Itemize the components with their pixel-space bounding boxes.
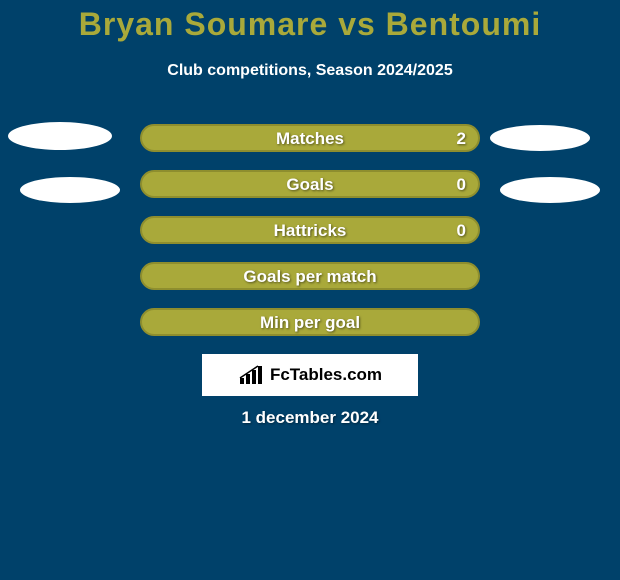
chart-date: 1 december 2024 (0, 408, 620, 428)
logo-text: FcTables.com (270, 365, 382, 385)
stat-label: Min per goal (142, 313, 478, 333)
decor-ellipse-left-1 (8, 122, 112, 150)
stat-bar-hattricks: Hattricks 0 (140, 216, 480, 244)
logo-badge: FcTables.com (202, 354, 418, 396)
stat-value: 0 (457, 175, 466, 195)
stat-value: 0 (457, 221, 466, 241)
decor-ellipse-right-1 (490, 125, 590, 151)
bars-icon (238, 364, 264, 386)
stat-label: Goals (142, 175, 478, 195)
decor-ellipse-left-2 (20, 177, 120, 203)
chart-canvas: Bryan Soumare vs Bentoumi Club competiti… (0, 0, 620, 580)
stat-bar-goals-per-match: Goals per match (140, 262, 480, 290)
chart-title: Bryan Soumare vs Bentoumi (0, 6, 620, 43)
stat-bar-matches: Matches 2 (140, 124, 480, 152)
stat-label: Goals per match (142, 267, 478, 287)
stat-label: Matches (142, 129, 478, 149)
stat-value: 2 (457, 129, 466, 149)
decor-ellipse-right-2 (500, 177, 600, 203)
stat-bar-goals: Goals 0 (140, 170, 480, 198)
stat-bar-min-per-goal: Min per goal (140, 308, 480, 336)
stat-label: Hattricks (142, 221, 478, 241)
chart-subtitle: Club competitions, Season 2024/2025 (0, 62, 620, 80)
